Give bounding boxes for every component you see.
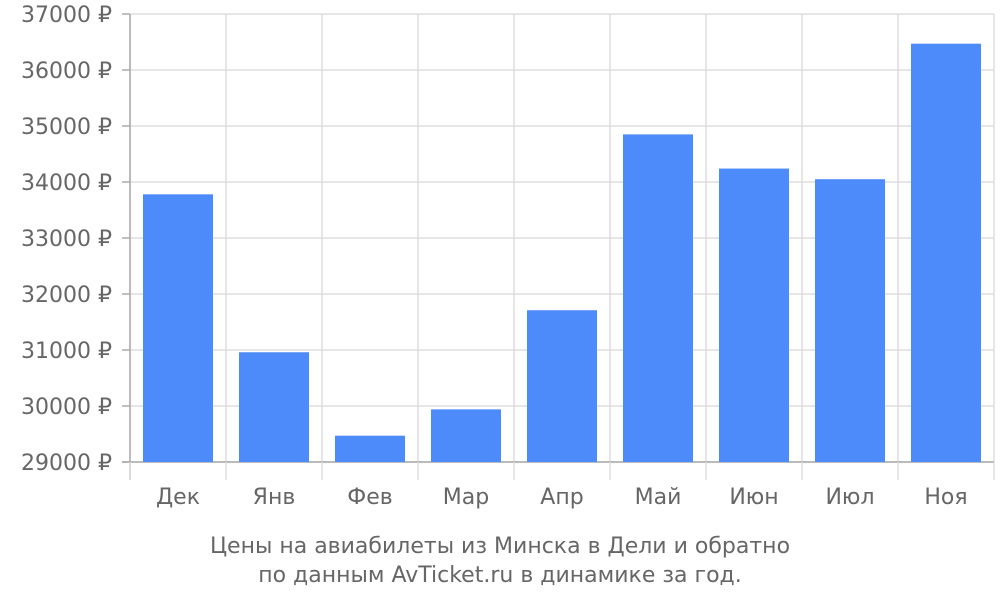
bar-Дек (143, 194, 213, 462)
bar-Фев (335, 435, 405, 462)
x-tick-label: Июн (729, 485, 778, 510)
x-tick-label: Фев (347, 485, 392, 510)
y-tick-label: 34000 ₽ (21, 171, 112, 196)
y-tick-label: 32000 ₽ (21, 283, 112, 308)
bar-Июл (815, 179, 885, 462)
y-tick-label: 30000 ₽ (21, 395, 112, 420)
bar-Июн (719, 168, 789, 462)
x-tick-label: Май (635, 485, 682, 510)
bar-Янв (239, 352, 309, 462)
y-tick-label: 36000 ₽ (21, 59, 112, 84)
y-tick-label: 29000 ₽ (21, 451, 112, 476)
bar-Апр (527, 310, 597, 462)
x-tick-label: Янв (253, 485, 296, 510)
y-tick-label: 33000 ₽ (21, 227, 112, 252)
x-tick-label: Дек (156, 485, 200, 510)
y-tick-label: 31000 ₽ (21, 339, 112, 364)
bar-Ноя (911, 43, 981, 463)
bar-Мар (431, 409, 501, 462)
y-tick-label: 35000 ₽ (21, 115, 112, 140)
bar-Май (623, 134, 693, 462)
chart-caption-line-2: по данным AvTicket.ru в динамике за год. (258, 563, 742, 588)
x-tick-label: Апр (540, 485, 583, 510)
x-tick-label: Мар (443, 485, 489, 510)
y-tick-label: 37000 ₽ (21, 3, 112, 28)
x-tick-label: Ноя (924, 485, 967, 510)
chart-caption-line-1: Цены на авиабилеты из Минска в Дели и об… (209, 534, 791, 559)
x-tick-label: Июл (825, 485, 874, 510)
